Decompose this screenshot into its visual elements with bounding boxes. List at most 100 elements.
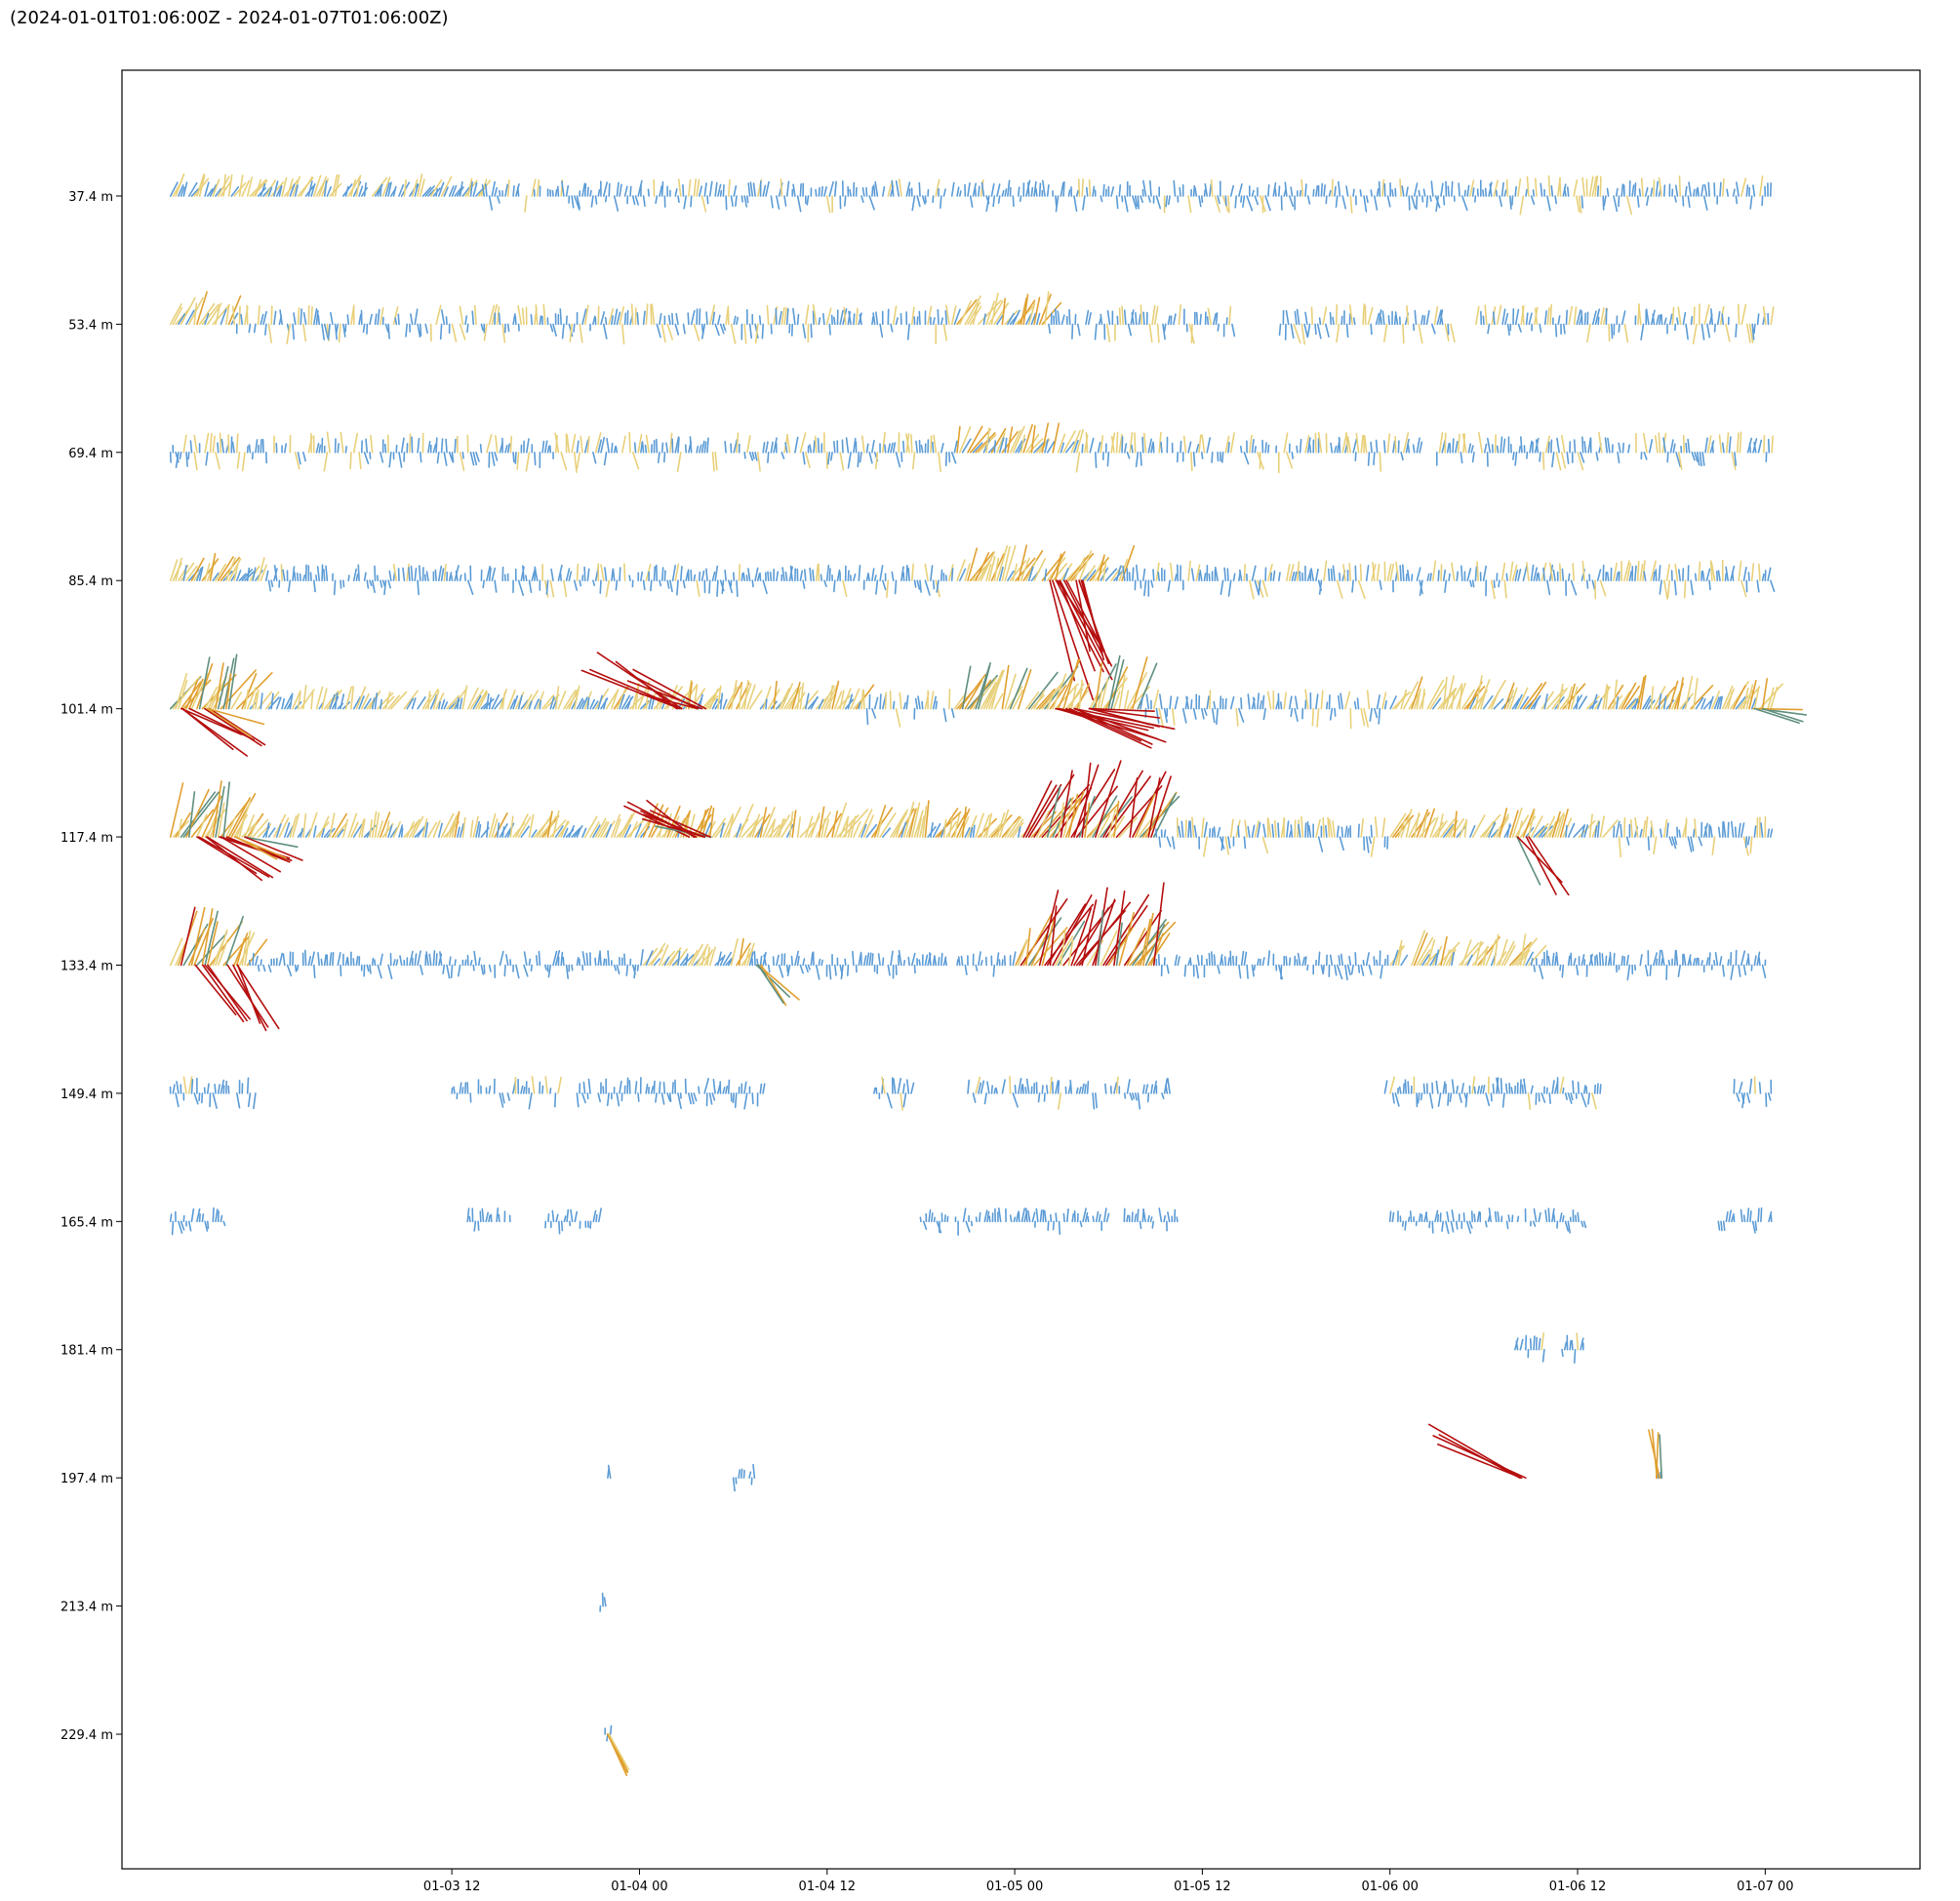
current-stick [400, 437, 405, 454]
current-stick [230, 186, 240, 197]
current-stick [459, 451, 465, 472]
current-stick [1482, 315, 1485, 326]
current-stick [1338, 955, 1341, 967]
current-stick [1271, 823, 1275, 838]
current-stick [264, 323, 267, 337]
current-stick [215, 304, 220, 326]
current-stick [1317, 431, 1323, 454]
current-stick [611, 688, 620, 710]
current-stick [1559, 964, 1562, 971]
current-stick [647, 188, 650, 197]
current-stick [169, 559, 179, 582]
current-stick [1616, 187, 1619, 197]
current-stick [785, 964, 789, 973]
current-stick [881, 957, 885, 967]
current-stick [1583, 824, 1588, 838]
current-stick [563, 579, 568, 598]
current-stick [325, 565, 329, 582]
current-stick [1251, 964, 1255, 977]
current-stick [1115, 565, 1122, 582]
current-stick [1397, 818, 1406, 838]
current-stick [1420, 314, 1424, 326]
current-stick [978, 185, 980, 197]
current-stick [1440, 182, 1444, 197]
current-stick [1471, 813, 1486, 838]
current-stick [384, 182, 390, 197]
current-stick [388, 570, 392, 582]
current-stick [244, 930, 252, 967]
current-stick [1201, 434, 1206, 454]
current-stick [1132, 919, 1167, 967]
current-stick [1618, 442, 1621, 454]
current-stick [1132, 656, 1148, 710]
current-stick [440, 438, 444, 454]
current-stick [1470, 445, 1474, 454]
current-stick [1760, 1207, 1763, 1223]
current-stick [198, 656, 211, 710]
current-stick [281, 177, 288, 197]
current-stick [743, 679, 749, 710]
current-stick [1278, 185, 1281, 197]
current-stick [1405, 186, 1409, 197]
current-stick [1044, 439, 1049, 454]
current-stick [1550, 439, 1553, 454]
current-stick [873, 574, 877, 582]
current-stick [180, 791, 217, 838]
current-stick [1001, 189, 1005, 197]
current-stick [1576, 695, 1580, 710]
current-stick [825, 195, 831, 214]
current-stick [1416, 809, 1429, 838]
current-stick [1261, 579, 1268, 597]
current-stick [1306, 964, 1309, 971]
current-stick [1070, 687, 1077, 710]
current-stick [1761, 964, 1767, 979]
current-stick [626, 813, 650, 838]
current-stick [732, 1092, 735, 1104]
current-stick [1746, 1208, 1750, 1223]
current-stick [1572, 563, 1575, 582]
current-stick [1215, 312, 1219, 326]
current-stick [483, 964, 486, 974]
current-stick [543, 815, 557, 838]
current-stick [1711, 442, 1714, 454]
current-stick [1326, 701, 1329, 710]
current-stick [637, 815, 654, 838]
current-stick [1501, 1092, 1505, 1108]
current-stick [1448, 948, 1457, 967]
current-stick [1162, 323, 1166, 340]
current-stick [1314, 323, 1317, 336]
current-stick [780, 451, 785, 459]
current-stick [1581, 560, 1585, 582]
current-stick [1770, 828, 1774, 838]
current-stick [616, 688, 627, 710]
current-stick [1428, 1092, 1434, 1109]
current-stick [1693, 677, 1699, 710]
current-stick [1192, 707, 1197, 720]
current-stick [1731, 820, 1735, 838]
current-stick [1536, 822, 1549, 838]
current-stick [1588, 176, 1594, 197]
current-stick [1124, 690, 1130, 710]
current-stick [940, 569, 943, 582]
current-stick [953, 440, 958, 454]
current-stick [1113, 800, 1120, 838]
current-stick [1105, 1212, 1110, 1223]
current-stick [1033, 773, 1075, 838]
current-stick [459, 822, 464, 838]
current-stick [1758, 563, 1761, 582]
current-stick [905, 564, 908, 582]
current-stick [674, 563, 680, 582]
current-stick [783, 953, 786, 967]
current-stick [1583, 312, 1586, 326]
current-stick [1115, 195, 1119, 210]
current-stick [1086, 1081, 1090, 1094]
current-stick [535, 955, 539, 967]
current-stick [1142, 1084, 1145, 1094]
current-stick [960, 955, 964, 967]
current-stick [1102, 183, 1105, 197]
current-stick [648, 696, 653, 710]
current-stick [1018, 668, 1032, 710]
current-stick [491, 451, 496, 466]
current-stick [1401, 185, 1405, 197]
current-stick [1461, 433, 1467, 454]
